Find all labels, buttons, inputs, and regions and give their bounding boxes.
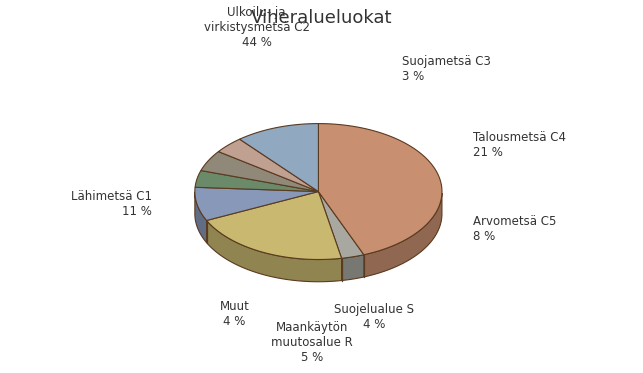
Text: Ulkoilu- ja
virkistysmetsä C2
44 %: Ulkoilu- ja virkistysmetsä C2 44 % xyxy=(204,6,310,50)
Polygon shape xyxy=(341,255,364,280)
Polygon shape xyxy=(195,170,318,192)
Title: Viheralueluokat: Viheralueluokat xyxy=(251,9,392,26)
Text: Suojametsä C3
3 %: Suojametsä C3 3 % xyxy=(403,55,491,83)
Polygon shape xyxy=(206,220,341,282)
Polygon shape xyxy=(206,192,341,260)
Text: Muut
4 %: Muut 4 % xyxy=(219,300,249,328)
Text: Arvometsä C5
8 %: Arvometsä C5 8 % xyxy=(473,214,556,242)
Polygon shape xyxy=(240,123,318,192)
Polygon shape xyxy=(195,187,318,220)
Text: Talousmetsä C4
21 %: Talousmetsä C4 21 % xyxy=(473,131,566,159)
Polygon shape xyxy=(318,192,364,258)
Polygon shape xyxy=(195,192,206,243)
Polygon shape xyxy=(318,123,442,255)
Text: Suojelualue S
4 %: Suojelualue S 4 % xyxy=(334,303,414,331)
Polygon shape xyxy=(219,139,318,192)
Text: Lähimetsä C1
11 %: Lähimetsä C1 11 % xyxy=(71,190,152,218)
Polygon shape xyxy=(364,193,442,277)
Text: Maankäytön
muutosalue R
5 %: Maankäytön muutosalue R 5 % xyxy=(271,321,353,364)
Polygon shape xyxy=(201,151,318,192)
